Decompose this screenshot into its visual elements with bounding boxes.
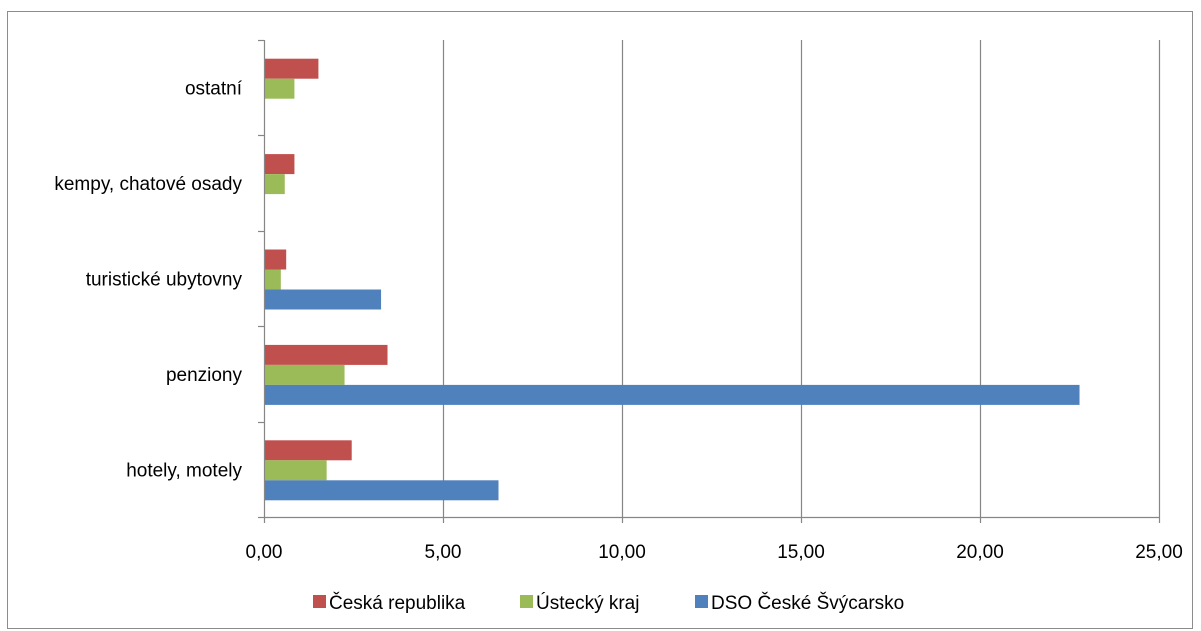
bar [264,480,499,501]
x-tick-label: 0,00 [246,542,283,563]
gridlines [442,40,1161,517]
bar [264,364,345,385]
x-tick-label: 20,00 [956,542,1004,563]
bar [264,460,327,481]
bar [264,249,287,270]
category-label: hotely, motely [126,460,242,481]
bar [264,344,388,365]
legend-label: Česká republika [329,592,466,614]
x-tick-label: 5,00 [425,542,462,563]
legend-label: DSO České Švýcarsko [711,592,904,614]
legend-label: Ústecký kraj [536,592,639,614]
bar [264,384,1080,405]
bar [264,58,319,79]
bars [264,58,1080,501]
category-label: turistické ubytovny [86,270,243,291]
x-tick-labels: 0,00 5,00 10,00 15,00 20,00 25,00 [246,542,1183,563]
legend-swatch [520,595,533,608]
chart-frame [7,11,1193,629]
bar [264,78,295,99]
bar [264,440,352,461]
x-tick-label: 15,00 [777,542,825,563]
bar [264,154,295,175]
legend-swatch [313,595,326,608]
category-label: kempy, chatové osady [54,174,242,195]
x-tick-label: 25,00 [1135,542,1183,563]
axes [258,39,1161,523]
bar [264,269,281,290]
legend-swatch [695,595,708,608]
category-labels: hotely, motely penziony turistické ubytovn… [54,79,242,482]
legend: Česká republika Ústecký kraj DSO České Švý… [313,592,904,614]
category-label: penziony [166,365,243,386]
category-label: ostatní [185,79,243,100]
bar [264,174,285,195]
x-tick-label: 10,00 [598,542,646,563]
bar [264,289,382,310]
